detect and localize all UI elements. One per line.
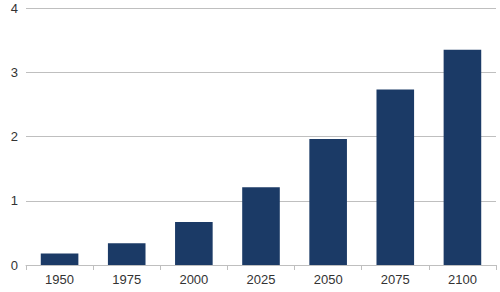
svg-text:3: 3 [11, 65, 18, 80]
svg-text:0: 0 [11, 258, 18, 273]
svg-text:2050: 2050 [314, 272, 343, 287]
svg-text:2100: 2100 [448, 272, 477, 287]
svg-text:1975: 1975 [112, 272, 141, 287]
svg-text:2025: 2025 [247, 272, 276, 287]
svg-text:2: 2 [11, 129, 18, 144]
svg-text:1950: 1950 [45, 272, 74, 287]
svg-text:2075: 2075 [381, 272, 410, 287]
svg-text:4: 4 [11, 1, 18, 16]
svg-text:1: 1 [11, 193, 18, 208]
svg-text:2000: 2000 [179, 272, 208, 287]
